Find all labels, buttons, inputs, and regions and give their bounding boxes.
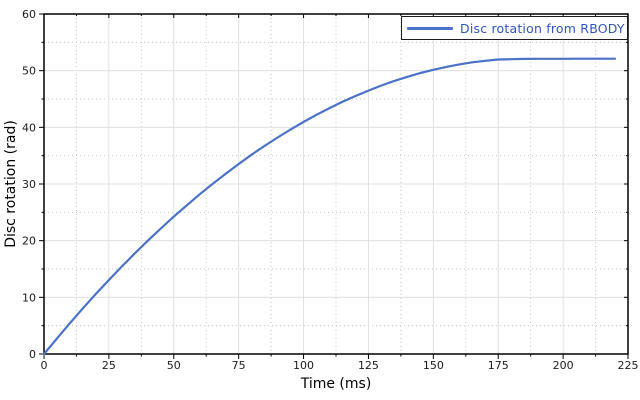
svg-text:200: 200	[553, 359, 574, 372]
legend-series-label: Disc rotation from RBODY	[460, 20, 625, 36]
svg-text:175: 175	[488, 359, 509, 372]
svg-text:60: 60	[22, 8, 36, 21]
svg-text:40: 40	[22, 121, 36, 134]
axis-ticks	[39, 13, 629, 359]
svg-text:0: 0	[41, 359, 48, 372]
svg-text:150: 150	[423, 359, 444, 372]
svg-text:225: 225	[618, 359, 639, 372]
svg-text:30: 30	[22, 178, 36, 191]
svg-text:50: 50	[167, 359, 181, 372]
svg-text:100: 100	[293, 359, 314, 372]
svg-text:50: 50	[22, 65, 36, 78]
svg-text:75: 75	[232, 359, 246, 372]
y-tick-labels: 0 10 20 30 40 50 60	[22, 8, 36, 361]
x-axis-title: Time (ms)	[300, 376, 372, 392]
legend: Disc rotation from RBODY	[401, 16, 628, 40]
svg-text:20: 20	[22, 235, 36, 248]
y-axis-title: Disc rotation (rad)	[3, 120, 19, 248]
svg-text:25: 25	[102, 359, 116, 372]
plot-frame	[43, 13, 629, 355]
data-series-line	[42, 57, 617, 356]
svg-text:10: 10	[22, 291, 36, 304]
svg-text:125: 125	[358, 359, 379, 372]
legend-line-sample	[407, 26, 453, 30]
svg-text:0: 0	[29, 348, 36, 361]
x-tick-labels: 0 25 50 75 100 125 150 175 200 225	[41, 359, 639, 372]
